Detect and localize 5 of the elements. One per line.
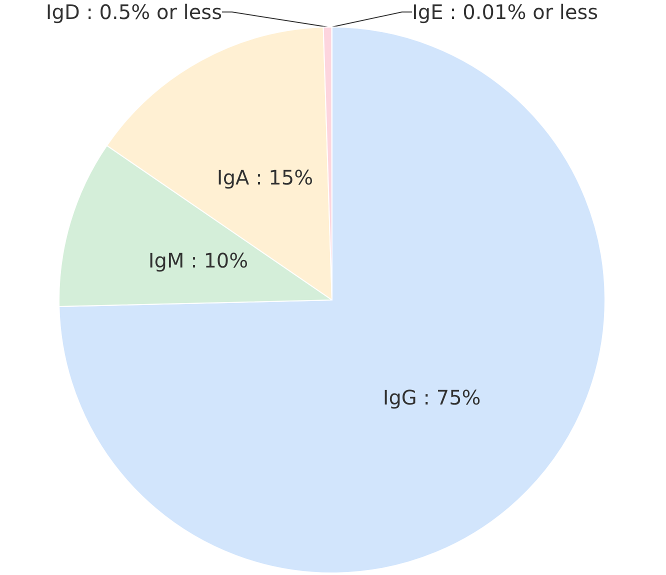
- slice-label: IgG : 75%: [382, 385, 481, 410]
- slice-label: IgA : 15%: [216, 166, 314, 190]
- slice-label: IgD : 0.5% or less: [46, 0, 222, 24]
- slice-label: IgM : 10%: [148, 248, 248, 272]
- slice-label: IgE : 0.01% or less: [412, 0, 598, 24]
